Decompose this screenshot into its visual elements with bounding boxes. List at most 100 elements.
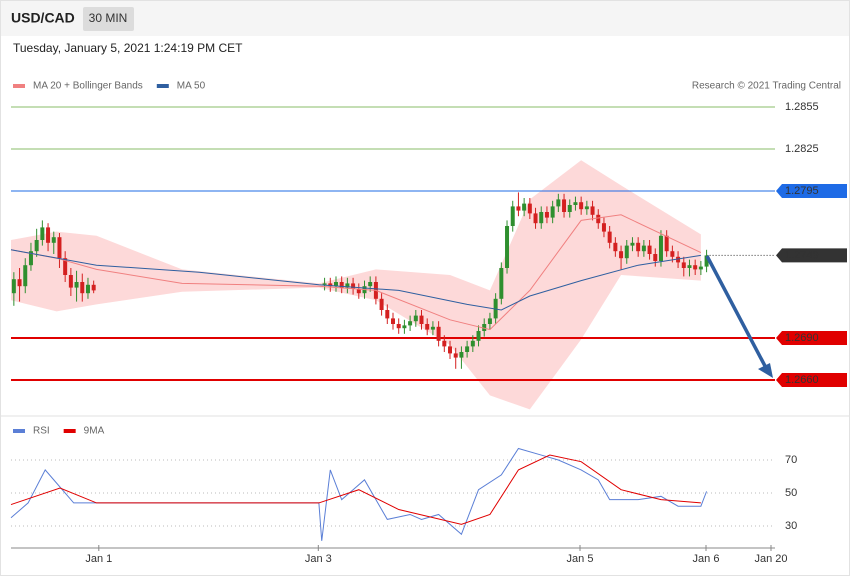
candle-body <box>63 258 68 275</box>
level-tag <box>776 248 847 263</box>
candle-body <box>556 199 561 207</box>
candle-body <box>80 282 85 294</box>
candle-body <box>68 275 73 288</box>
candle-body <box>40 227 45 240</box>
candle-body <box>613 242 618 252</box>
moving-average <box>10 249 701 311</box>
interval-chip[interactable] <box>83 7 134 31</box>
candle-body <box>328 283 333 287</box>
candle-body <box>596 214 601 224</box>
candle-body <box>590 206 595 215</box>
x-tick-label: Jan 6 <box>693 553 720 565</box>
candle-body <box>402 325 407 329</box>
x-tick-label: Jan 20 <box>754 553 787 565</box>
candle-body <box>505 226 510 268</box>
legend-swatch <box>13 429 25 433</box>
candle-body <box>28 251 33 266</box>
candle-body <box>391 318 395 324</box>
y-tick-label: 70 <box>785 454 797 466</box>
candle-body <box>476 331 481 341</box>
arrow-shaft <box>705 255 767 367</box>
candle-body <box>385 310 390 319</box>
level-label: 1.2795 <box>785 185 819 197</box>
candle-body <box>527 203 532 214</box>
legend-label: MA 50 <box>177 81 206 92</box>
candle-body <box>459 352 464 358</box>
candle-body <box>567 205 572 212</box>
candle-body <box>396 324 401 329</box>
candle-body <box>487 318 492 324</box>
candle-body <box>510 206 515 226</box>
candle-body <box>698 266 703 270</box>
candle-body <box>670 251 675 257</box>
candle-body <box>641 245 646 252</box>
level-tag <box>776 184 847 198</box>
candle-body <box>482 324 487 331</box>
candle-body <box>419 315 424 324</box>
candle-body <box>533 213 538 224</box>
legend-swatch <box>156 84 169 88</box>
candle-body <box>339 282 344 288</box>
candle-body <box>579 202 584 210</box>
y-tick-label: 30 <box>785 520 797 532</box>
rsi-panel: RSI 9MA 30 50 70 Jan 1 Jan 3 Jan 5 Jan 6 Jan 20 <box>10 426 797 565</box>
candle-body <box>345 283 350 288</box>
candle-body <box>664 235 669 252</box>
level-label: 1.2690 <box>785 332 819 344</box>
legend-label: RSI <box>33 426 50 437</box>
timestamp: Tuesday, January 5, 2021 1:24:19 PM CET <box>13 41 243 55</box>
forecast-arrow <box>705 255 773 378</box>
level-label: 1.2660 <box>785 374 819 386</box>
candle-body <box>470 340 475 347</box>
candle-body <box>539 212 544 224</box>
legend-label: MA 20 + Bollinger Bands <box>33 81 143 92</box>
level-label: 1.2855 <box>785 101 819 113</box>
candle-body <box>51 237 56 243</box>
bollinger-band <box>11 160 701 410</box>
candle-body <box>516 206 521 211</box>
x-tick-label: Jan 5 <box>567 553 594 565</box>
indicator-line <box>10 454 701 525</box>
level-tag <box>776 331 847 345</box>
candle-body <box>74 282 79 288</box>
credit: Research © 2021 Trading Central <box>692 81 841 92</box>
x-tick-label: Jan 3 <box>305 553 332 565</box>
symbol: USD/CAD <box>11 10 75 26</box>
candle-body <box>687 265 692 268</box>
candle-body <box>630 242 635 246</box>
interval[interactable]: 30 MIN <box>89 11 128 25</box>
candle-body <box>430 326 435 330</box>
candle-body <box>351 283 356 289</box>
candle-body <box>379 298 384 310</box>
candle-body <box>607 231 612 243</box>
legend-swatch <box>13 84 25 88</box>
candle-body <box>693 265 698 270</box>
candle-body <box>562 199 567 212</box>
candle-body <box>408 321 413 326</box>
legend-label: 9MA <box>84 426 105 437</box>
x-tick-label: Jan 1 <box>85 553 112 565</box>
candle-body <box>425 324 430 330</box>
candle-body <box>624 245 629 259</box>
candle-body <box>653 254 658 261</box>
candle-body <box>619 251 624 259</box>
candle-body <box>658 235 663 261</box>
candle-body <box>448 346 453 354</box>
candle-body <box>436 326 441 341</box>
header-bar <box>1 1 849 36</box>
candle-body <box>681 262 686 268</box>
candle-body <box>11 279 16 294</box>
candle-body <box>34 240 39 252</box>
candle-body <box>573 202 578 205</box>
candle-body <box>636 242 641 252</box>
level-label: 1.2825 <box>785 143 819 155</box>
candle-body <box>499 268 504 299</box>
arrow-head <box>758 363 773 378</box>
y-tick-label: 50 <box>785 487 797 499</box>
candle-body <box>322 283 327 285</box>
candle-body <box>522 203 527 211</box>
price-panel: MA 20 + Bollinger Bands MA 50 1.2855 1.2825… <box>10 81 847 410</box>
candle-body <box>368 282 373 287</box>
